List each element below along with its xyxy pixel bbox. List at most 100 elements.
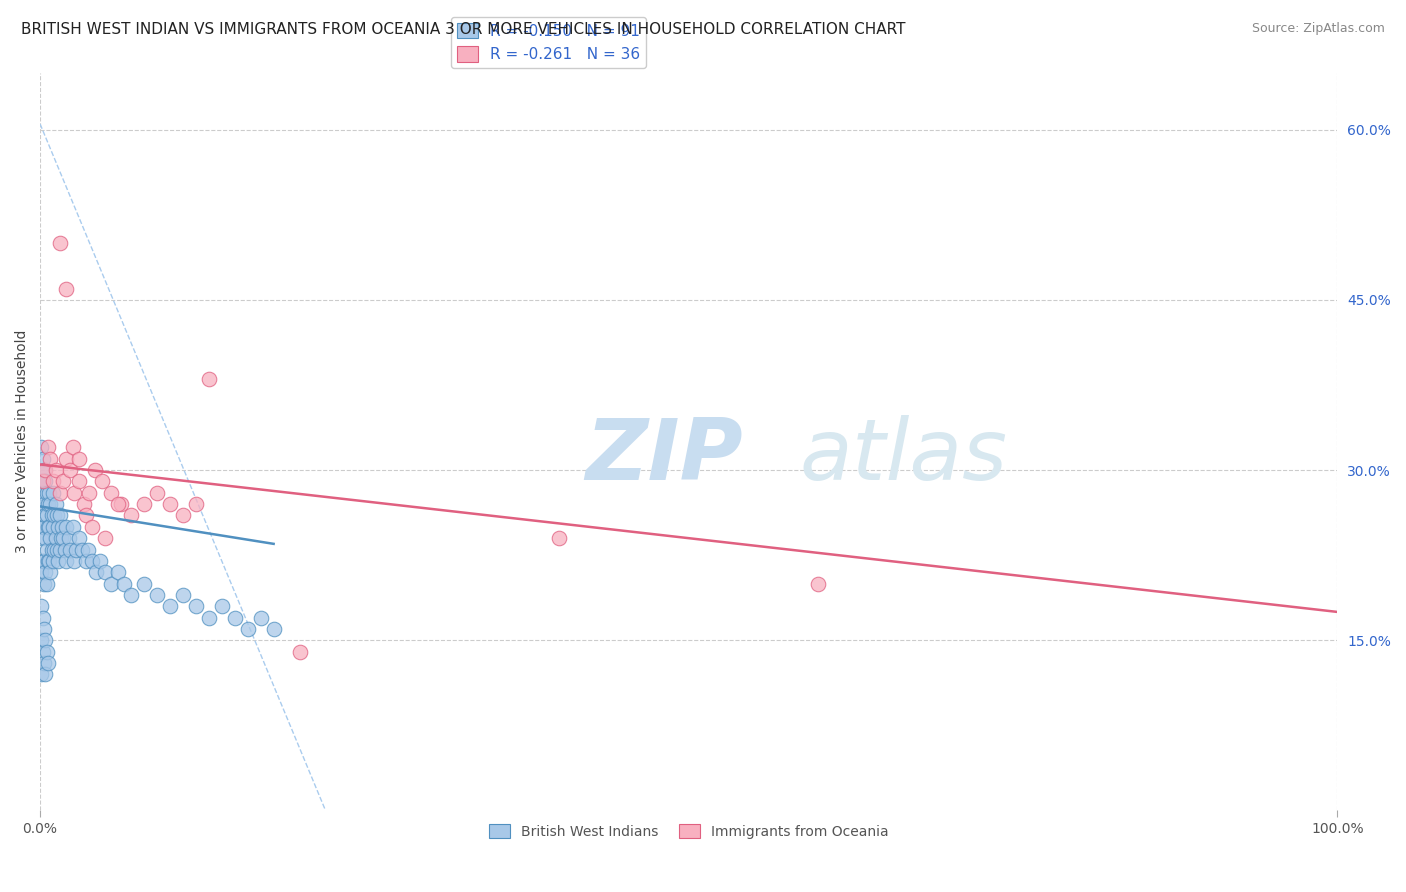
Point [80, 520, 103, 534]
Point [62, 520, 84, 534]
Point [120, 588, 142, 602]
Point [35, 576, 58, 591]
Point [30, 633, 52, 648]
Point [32, 497, 55, 511]
Point [52, 531, 75, 545]
Point [59, 542, 82, 557]
Point [34, 475, 56, 489]
Point [132, 497, 155, 511]
Point [65, 542, 87, 557]
Point [35, 542, 58, 557]
Point [31, 451, 53, 466]
Point [30, 599, 52, 614]
Point [42, 520, 65, 534]
Point [34, 508, 56, 523]
Point [59, 463, 82, 477]
Point [38, 520, 60, 534]
Point [35, 645, 58, 659]
Point [34, 463, 56, 477]
Point [197, 610, 219, 624]
Point [32, 554, 55, 568]
Text: Source: ZipAtlas.com: Source: ZipAtlas.com [1251, 22, 1385, 36]
Point [94, 565, 117, 579]
Point [46, 520, 69, 534]
Point [53, 542, 76, 557]
Point [34, 667, 56, 681]
Point [80, 554, 103, 568]
Point [31, 645, 53, 659]
Point [31, 610, 53, 624]
Point [49, 531, 72, 545]
Point [35, 485, 58, 500]
Point [46, 554, 69, 568]
Point [37, 656, 59, 670]
Point [114, 576, 136, 591]
Point [55, 451, 77, 466]
Point [107, 497, 129, 511]
Point [30, 441, 52, 455]
Point [41, 508, 63, 523]
Point [132, 576, 155, 591]
Point [159, 599, 181, 614]
Point [75, 508, 97, 523]
Point [89, 554, 111, 568]
Point [83, 463, 105, 477]
Point [32, 656, 55, 670]
Point [46, 542, 69, 557]
Point [34, 531, 56, 545]
Point [75, 554, 97, 568]
Point [58, 531, 80, 545]
Point [30, 531, 52, 545]
Point [37, 497, 59, 511]
Text: atlas: atlas [799, 415, 1007, 498]
Point [67, 475, 90, 489]
Point [146, 588, 169, 602]
Point [30, 565, 52, 579]
Point [79, 485, 101, 500]
Y-axis label: 3 or more Vehicles in Household: 3 or more Vehicles in Household [15, 330, 30, 553]
Point [67, 451, 90, 466]
Point [91, 475, 114, 489]
Point [184, 497, 207, 511]
Point [48, 508, 70, 523]
Text: BRITISH WEST INDIAN VS IMMIGRANTS FROM OCEANIA 3 OR MORE VEHICLES IN HOUSEHOLD C: BRITISH WEST INDIAN VS IMMIGRANTS FROM O… [21, 22, 905, 37]
Point [197, 372, 219, 386]
Point [44, 542, 66, 557]
Point [55, 520, 77, 534]
Point [63, 554, 86, 568]
Point [31, 485, 53, 500]
Point [211, 599, 233, 614]
Point [48, 236, 70, 251]
Point [48, 485, 70, 500]
Point [32, 520, 55, 534]
Point [37, 554, 59, 568]
Point [42, 485, 65, 500]
Point [39, 565, 62, 579]
Legend: British West Indians, Immigrants from Oceania: British West Indians, Immigrants from Oc… [484, 818, 894, 844]
Point [39, 451, 62, 466]
Point [172, 508, 194, 523]
Point [73, 497, 96, 511]
Point [184, 599, 207, 614]
Point [31, 520, 53, 534]
Point [159, 497, 181, 511]
Point [31, 475, 53, 489]
Point [30, 667, 52, 681]
Point [120, 508, 142, 523]
Point [42, 554, 65, 568]
Point [44, 508, 66, 523]
Point [41, 542, 63, 557]
Point [77, 542, 100, 557]
Text: ZIP: ZIP [585, 415, 742, 498]
Point [31, 554, 53, 568]
Point [34, 565, 56, 579]
Point [263, 622, 285, 636]
Point [37, 520, 59, 534]
Point [63, 485, 86, 500]
Point [38, 554, 60, 568]
Point [100, 576, 122, 591]
Point [288, 645, 311, 659]
Point [67, 531, 90, 545]
Point [39, 531, 62, 545]
Point [35, 508, 58, 523]
